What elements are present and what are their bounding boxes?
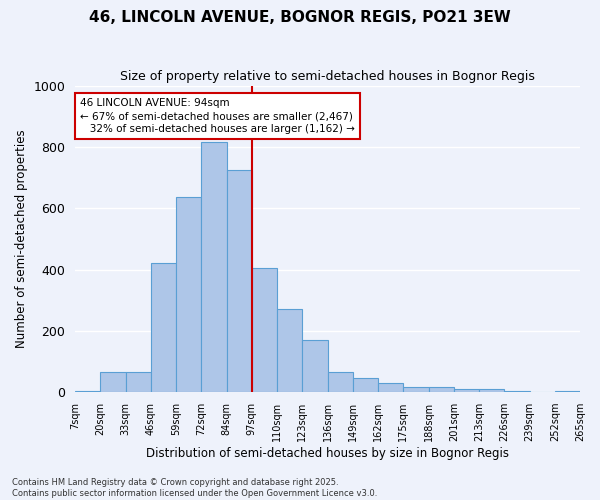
Title: Size of property relative to semi-detached houses in Bognor Regis: Size of property relative to semi-detach… [120, 70, 535, 83]
Bar [100, 372, 125, 392]
Bar [378, 383, 403, 392]
Bar [227, 170, 252, 392]
Bar [125, 372, 151, 392]
Bar [302, 340, 328, 392]
Y-axis label: Number of semi-detached properties: Number of semi-detached properties [15, 130, 28, 348]
Text: 46, LINCOLN AVENUE, BOGNOR REGIS, PO21 3EW: 46, LINCOLN AVENUE, BOGNOR REGIS, PO21 3… [89, 10, 511, 25]
Bar [479, 389, 504, 392]
Bar [454, 389, 479, 392]
Bar [353, 378, 378, 392]
Bar [277, 310, 302, 392]
Bar [252, 268, 277, 392]
Bar [151, 264, 176, 392]
X-axis label: Distribution of semi-detached houses by size in Bognor Regis: Distribution of semi-detached houses by … [146, 447, 509, 460]
Bar [202, 142, 227, 392]
Bar [504, 390, 530, 392]
Bar [428, 386, 454, 392]
Bar [75, 390, 100, 392]
Text: Contains HM Land Registry data © Crown copyright and database right 2025.
Contai: Contains HM Land Registry data © Crown c… [12, 478, 377, 498]
Bar [403, 386, 428, 392]
Bar [328, 372, 353, 392]
Bar [176, 198, 202, 392]
Text: 46 LINCOLN AVENUE: 94sqm
← 67% of semi-detached houses are smaller (2,467)
   32: 46 LINCOLN AVENUE: 94sqm ← 67% of semi-d… [80, 98, 355, 134]
Bar [555, 390, 580, 392]
